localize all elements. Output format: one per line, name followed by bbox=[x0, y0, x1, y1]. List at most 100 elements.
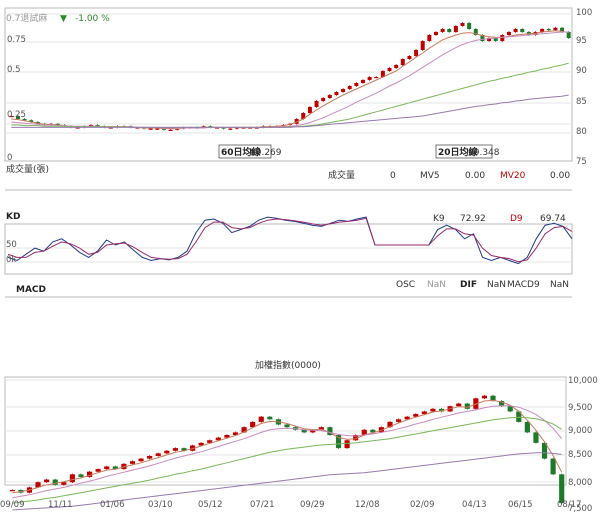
candle-body bbox=[566, 32, 571, 38]
kd-line-k9 bbox=[7, 216, 573, 265]
candle-body bbox=[198, 442, 204, 446]
macd9-value: NaN bbox=[550, 280, 569, 290]
candle-body bbox=[224, 435, 230, 438]
candle-body bbox=[147, 455, 153, 459]
candle-body bbox=[353, 435, 359, 441]
moving-average-ma_a bbox=[12, 399, 563, 494]
left-tick: 0.75 bbox=[7, 35, 26, 45]
mv20-value: 0.00 bbox=[550, 171, 570, 181]
header-left-label: 0.7退試麻 bbox=[6, 12, 47, 24]
candle-body bbox=[321, 98, 326, 101]
candle-body bbox=[490, 395, 496, 401]
candle-body bbox=[248, 127, 253, 129]
candle-body bbox=[215, 127, 220, 129]
mv20-label: MV20 bbox=[500, 171, 526, 181]
candle-body bbox=[560, 27, 565, 32]
candle-body bbox=[361, 429, 367, 436]
x-tick: 05/12 bbox=[198, 500, 223, 510]
callout-60ma-value: 80.269 bbox=[250, 148, 282, 158]
candle-body bbox=[341, 89, 346, 92]
candle-body bbox=[327, 95, 332, 98]
candle-body bbox=[108, 127, 113, 129]
moving-average-ma_d bbox=[12, 452, 562, 511]
candle-body bbox=[301, 429, 307, 433]
x-tick: 03/10 bbox=[148, 500, 173, 510]
candle-body bbox=[29, 120, 34, 122]
candle-body bbox=[433, 32, 438, 35]
kd-tick-0: 0k bbox=[6, 255, 16, 265]
candle-body bbox=[559, 474, 565, 504]
candle-body bbox=[258, 416, 264, 422]
candle-body bbox=[456, 403, 462, 407]
candle-body bbox=[524, 421, 530, 433]
candle-body bbox=[500, 35, 505, 41]
kd-lines bbox=[7, 216, 573, 265]
index-tick: 9,500 bbox=[568, 403, 592, 413]
callout-20ma: 20日均線 99.348 bbox=[435, 144, 500, 159]
candle-body bbox=[493, 38, 498, 41]
candle-body bbox=[327, 427, 333, 436]
candle-body bbox=[520, 29, 525, 32]
candle-body bbox=[95, 469, 101, 472]
right-tick: 75 bbox=[576, 157, 587, 167]
candle-body bbox=[250, 421, 256, 428]
header-change: -1.00 % bbox=[75, 14, 110, 24]
candle-body bbox=[232, 432, 239, 436]
candle-body bbox=[61, 482, 67, 485]
candle-body bbox=[15, 116, 20, 119]
candle-body bbox=[241, 127, 246, 129]
candle-body bbox=[427, 35, 432, 41]
candle-body bbox=[164, 450, 170, 454]
dif-value: NaN bbox=[487, 280, 506, 290]
candle-body bbox=[447, 29, 452, 32]
d9-value: 69.74 bbox=[540, 214, 566, 224]
x-tick: 12/08 bbox=[355, 500, 380, 510]
candle-body bbox=[301, 113, 306, 119]
candle-body bbox=[22, 119, 27, 121]
mv5-value: 0.00 bbox=[465, 171, 485, 181]
kd-line-d9 bbox=[7, 217, 573, 263]
callout-20ma-value: 99.348 bbox=[468, 148, 500, 158]
candle-body bbox=[481, 395, 488, 399]
candle-body bbox=[234, 127, 239, 129]
candle-body bbox=[370, 429, 376, 433]
candle-body bbox=[396, 419, 402, 422]
candle-body bbox=[400, 59, 405, 65]
index-tick: 8,500 bbox=[568, 450, 592, 460]
candle-body bbox=[430, 408, 436, 412]
candle-body bbox=[413, 414, 419, 417]
candle-body bbox=[55, 123, 60, 125]
candle-body bbox=[155, 128, 160, 130]
index-tick: 7,500 bbox=[568, 504, 592, 514]
candle-body bbox=[307, 107, 312, 113]
right-tick: 100 bbox=[576, 8, 592, 18]
candle-body bbox=[440, 29, 445, 32]
kd-tick-50: 50 bbox=[6, 240, 17, 250]
left-tick: 0.25 bbox=[7, 110, 26, 120]
candle-body bbox=[104, 466, 110, 470]
candle-body bbox=[499, 400, 505, 407]
candle-body bbox=[135, 127, 140, 129]
candle-body bbox=[354, 83, 359, 86]
candle-body bbox=[533, 432, 539, 443]
candle-body bbox=[215, 437, 221, 441]
callout-60ma-label: 60日均線 bbox=[221, 146, 261, 158]
candle-body bbox=[546, 29, 551, 31]
candle-body bbox=[310, 429, 316, 433]
moving-average-ma_a bbox=[11, 30, 569, 130]
price-panel-border bbox=[4, 7, 573, 162]
right-tick: 85 bbox=[576, 97, 587, 107]
x-tick: 11/11 bbox=[48, 500, 73, 510]
candle-body bbox=[473, 29, 478, 35]
candle-body bbox=[201, 126, 206, 128]
k9-label: K9 bbox=[433, 214, 445, 224]
candle-body bbox=[347, 86, 352, 89]
candle-body bbox=[86, 471, 93, 477]
candle-body bbox=[172, 448, 178, 451]
candle-body bbox=[207, 440, 213, 443]
candle-body bbox=[112, 466, 118, 470]
candle-body bbox=[208, 126, 213, 128]
x-tick: 01/06 bbox=[100, 500, 125, 510]
right-tick: 80 bbox=[576, 127, 587, 137]
